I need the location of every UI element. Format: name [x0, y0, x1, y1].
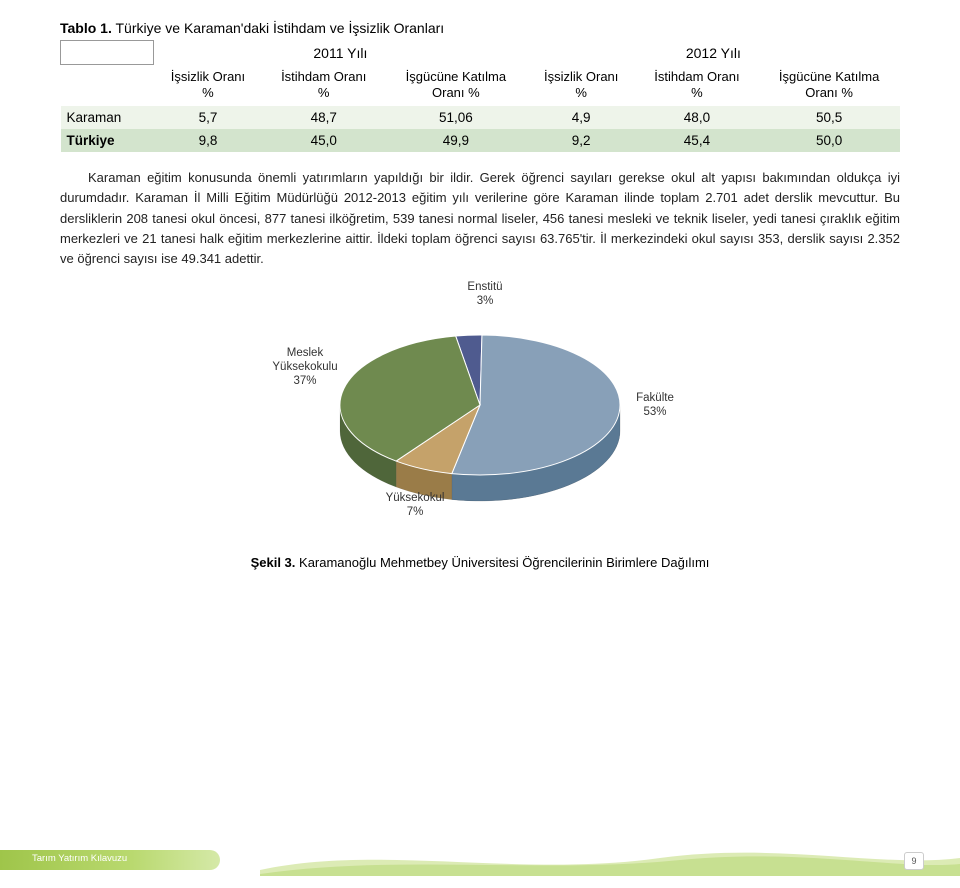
table-blank-corner [61, 41, 154, 65]
footer-label: Tarım Yatırım Kılavuzu [32, 853, 127, 864]
col-issizlik-1: İşsizlik Oranı% [154, 65, 263, 107]
pie-label-enstitu: Enstitü3% [455, 281, 515, 309]
row-label-turkiye: Türkiye [61, 129, 154, 152]
footer-swirl-icon [260, 844, 960, 876]
footer: Tarım Yatırım Kılavuzu 9 [0, 850, 960, 870]
employment-table: 2011 Yılı 2012 Yılı İşsizlik Oranı% İsti… [60, 40, 900, 152]
pie-chart: Enstitü3% MeslekYüksekokulu37% Fakülte53… [220, 287, 740, 527]
table-row: Türkiye 9,8 45,0 49,9 9,2 45,4 50,0 [61, 129, 901, 152]
col-issizlik-2: İşsizlik Oranı% [527, 65, 636, 107]
table-title: Tablo 1. Türkiye ve Karaman'daki İstihda… [60, 20, 900, 36]
pie-label-yuksekokul: Yüksekokul7% [375, 492, 455, 520]
table-title-rest: Türkiye ve Karaman'daki İstihdam ve İşsi… [112, 20, 444, 36]
figure-caption: Şekil 3. Karamanoğlu Mehmetbey Üniversit… [60, 555, 900, 570]
year-2011: 2011 Yılı [154, 41, 527, 65]
pie-label-fakulte: Fakülte53% [620, 392, 690, 420]
pie-label-meslek: MeslekYüksekokulu37% [260, 347, 350, 388]
col-istihdam-1: İstihdam Oranı% [262, 65, 385, 107]
table-title-bold: Tablo 1. [60, 20, 112, 36]
col-isgucu-2: İşgücüne KatılmaOranı % [758, 65, 900, 107]
col-isgucu-1: İşgücüne KatılmaOranı % [385, 65, 527, 107]
col-istihdam-2: İstihdam Oranı% [636, 65, 759, 107]
row-label-karaman: Karaman [61, 106, 154, 129]
table-row: Karaman 5,7 48,7 51,06 4,9 48,0 50,5 [61, 106, 901, 129]
figure-rest: Karamanoğlu Mehmetbey Üniversitesi Öğren… [295, 555, 709, 570]
year-2012: 2012 Yılı [527, 41, 900, 65]
page-number: 9 [904, 852, 924, 870]
figure-bold: Şekil 3. [251, 555, 296, 570]
body-paragraph: Karaman eğitim konusunda önemli yatırıml… [60, 168, 900, 269]
